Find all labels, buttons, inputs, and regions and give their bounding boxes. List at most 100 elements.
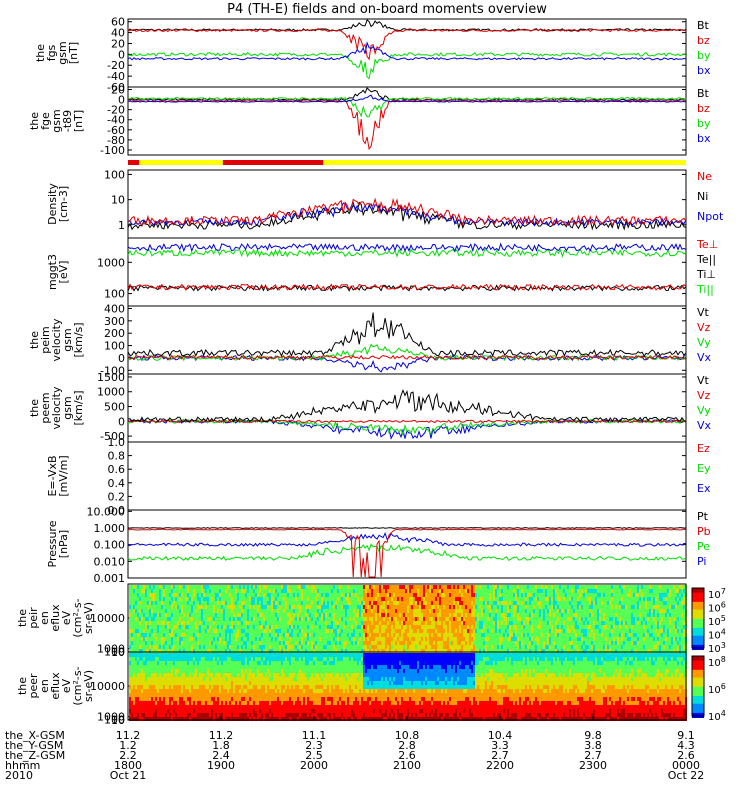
spectrogram-cell — [631, 637, 633, 641]
spectrogram-cell — [575, 613, 577, 617]
spectrogram-cell — [541, 601, 543, 605]
spectrogram-cell — [311, 625, 313, 629]
spectrogram-cell — [213, 597, 215, 601]
spectrogram-cell — [539, 589, 541, 593]
spectrogram-cell — [445, 637, 447, 641]
spectrogram-cell — [433, 605, 435, 609]
spectrogram-cell — [195, 613, 197, 617]
spectrogram-cell — [319, 613, 321, 617]
spectrogram-cell — [167, 585, 169, 589]
spectrogram-cell — [589, 601, 591, 605]
spectrogram-cell — [175, 613, 177, 617]
spectrogram-cell — [231, 649, 233, 653]
spectrogram-cell — [173, 625, 175, 629]
spectrogram-cell — [391, 629, 393, 633]
spectrogram-cell — [387, 629, 389, 633]
spectrogram-cell — [417, 601, 419, 605]
spectrogram-cell — [607, 613, 609, 617]
spectrogram-cell — [145, 613, 147, 617]
spectrogram-cell — [513, 625, 515, 629]
spectrogram-cell — [599, 625, 601, 629]
spectrogram-cell — [515, 605, 517, 609]
spectrogram-cell — [423, 629, 425, 633]
spectrogram-cell — [623, 633, 625, 637]
spectrogram-cell — [461, 625, 463, 629]
spectrogram-cell — [671, 649, 673, 653]
spectrogram-cell — [249, 641, 251, 645]
spectrogram-cell — [465, 645, 467, 649]
spectrogram-cell — [291, 621, 293, 625]
spectrogram-cell — [403, 641, 405, 645]
spectrogram-cell — [337, 649, 339, 653]
spectrogram-cell — [549, 617, 551, 621]
spectrogram-cell — [533, 613, 535, 617]
spectrogram-cell — [521, 585, 523, 589]
spectrogram-cell — [175, 597, 177, 601]
spectrogram-cell — [515, 593, 517, 597]
spectrogram-cell — [253, 605, 255, 609]
spectrogram-cell — [625, 605, 627, 609]
spectrogram-cell — [625, 601, 627, 605]
spectrogram-cell — [371, 617, 373, 621]
spectrogram-cell — [353, 585, 355, 589]
spectrogram-cell — [273, 625, 275, 629]
spectrogram-cell — [569, 601, 571, 605]
spectrogram-cell — [169, 629, 171, 633]
spectrogram-cell — [433, 585, 435, 589]
spectrogram-cell — [387, 593, 389, 597]
spectrogram-cell — [485, 649, 487, 653]
spectrogram-cell — [189, 593, 191, 597]
spectrogram-cell — [129, 601, 131, 605]
spectrogram-cell — [307, 605, 309, 609]
spectrogram-cell — [193, 625, 195, 629]
spectrogram-cell — [235, 641, 237, 645]
spectrogram-cell — [561, 629, 563, 633]
spectrogram-cell — [195, 609, 197, 613]
spectrogram-cell — [377, 625, 379, 629]
spectrogram-cell — [319, 621, 321, 625]
spectrogram-cell — [625, 617, 627, 621]
spectrogram-cell — [543, 617, 545, 621]
spectrogram-cell — [507, 645, 509, 649]
spectrogram-cell — [597, 609, 599, 613]
mode-segment-1 — [139, 160, 223, 165]
spectrogram-cell — [339, 585, 341, 589]
spectrogram-cell — [659, 645, 661, 649]
spectrogram-cell — [499, 589, 501, 593]
spectrogram-cell — [433, 641, 435, 645]
spectrogram-cell — [269, 597, 271, 601]
spectrogram-cell — [567, 637, 569, 641]
spectrogram-cell — [297, 589, 299, 593]
spectrogram-cell — [259, 641, 261, 645]
spectrogram-cell — [325, 593, 327, 597]
spectrogram-cell — [589, 625, 591, 629]
spectrogram-cell — [229, 589, 231, 593]
spectrogram-cell — [641, 625, 643, 629]
spectrogram-cell — [561, 625, 563, 629]
spectrogram-cell — [645, 637, 647, 641]
spectrogram-cell — [629, 637, 631, 641]
spectrogram-cell — [273, 633, 275, 637]
spectrogram-cell — [551, 633, 553, 637]
spectrogram-cell — [311, 617, 313, 621]
spectrogram-cell — [593, 633, 595, 637]
spectrogram-cell — [229, 597, 231, 601]
spectrogram-cell — [665, 625, 667, 629]
spectrogram-cell — [227, 589, 229, 593]
spectrogram-cell — [321, 585, 323, 589]
spectrogram-cell — [281, 613, 283, 617]
spectrogram-cell — [341, 645, 343, 649]
panel-mode_bar — [128, 160, 686, 165]
spectrogram-cell — [223, 629, 225, 633]
spectrogram-cell — [615, 645, 617, 649]
spectrogram-cell — [609, 641, 611, 645]
spectrogram-cell — [663, 617, 665, 621]
spectrogram-cell — [229, 629, 231, 633]
spectrogram-cell — [415, 633, 417, 637]
spectrogram-cell — [149, 633, 151, 637]
spectrogram-cell — [631, 609, 633, 613]
spectrogram-cell — [239, 637, 241, 641]
spectrogram-cell — [155, 601, 157, 605]
spectrogram-cell — [311, 621, 313, 625]
spectrogram-cell — [445, 625, 447, 629]
